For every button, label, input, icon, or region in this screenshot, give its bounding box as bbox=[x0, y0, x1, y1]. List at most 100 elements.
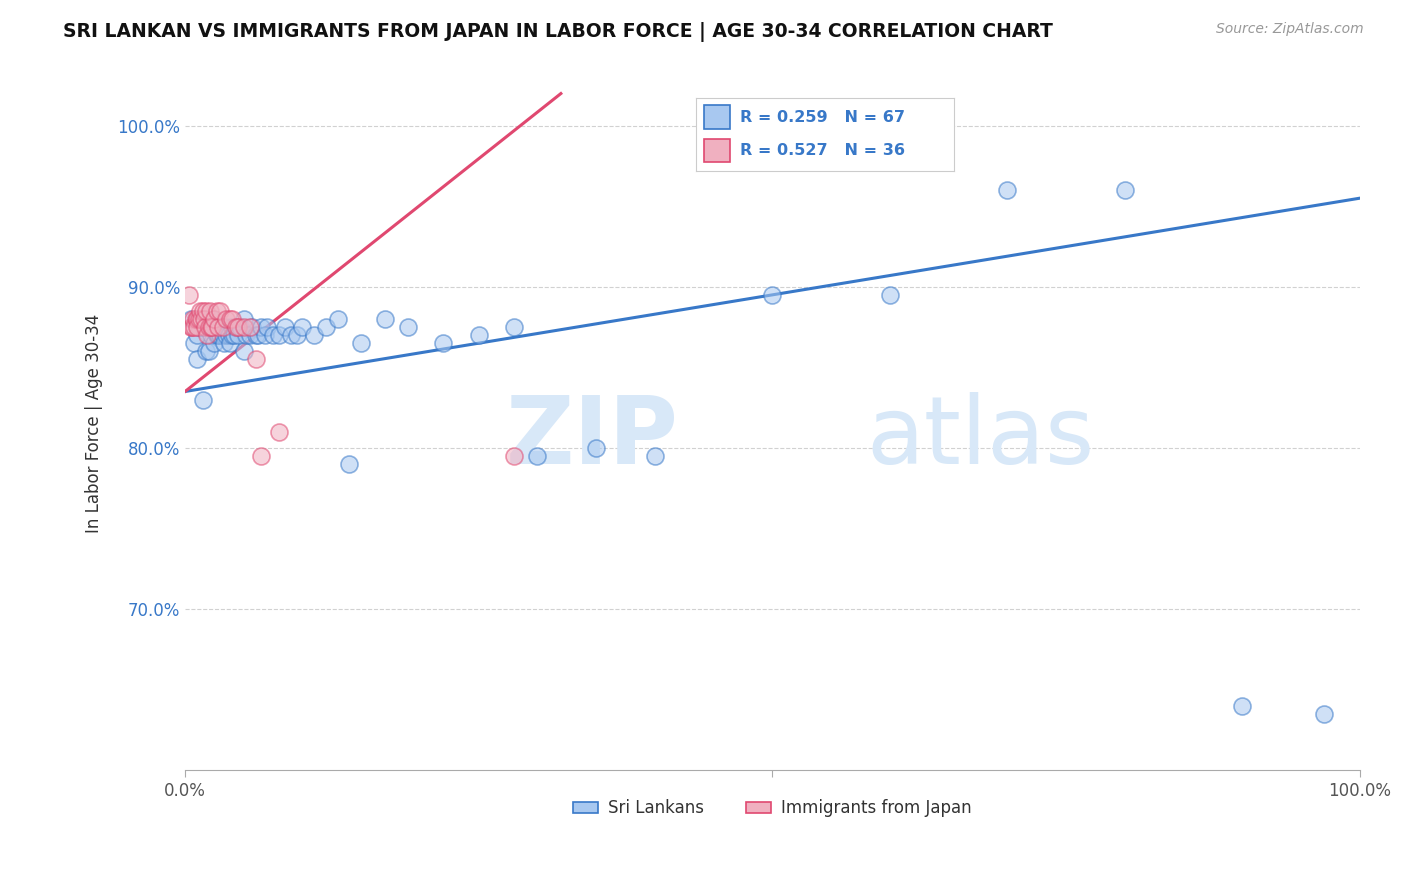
Point bbox=[188, 304, 211, 318]
Point bbox=[205, 304, 228, 318]
Point bbox=[226, 328, 249, 343]
Point bbox=[267, 425, 290, 439]
Point bbox=[232, 312, 254, 326]
Point bbox=[221, 312, 243, 326]
Point bbox=[184, 312, 207, 326]
Point bbox=[503, 320, 526, 334]
Point bbox=[186, 312, 208, 326]
Point bbox=[183, 336, 205, 351]
Point bbox=[195, 328, 218, 343]
Point bbox=[302, 328, 325, 343]
Point bbox=[246, 328, 269, 343]
Point bbox=[198, 304, 221, 318]
Point bbox=[201, 320, 224, 334]
Point bbox=[181, 320, 204, 334]
Point bbox=[209, 328, 232, 343]
Point bbox=[218, 312, 240, 326]
Text: ZIP: ZIP bbox=[505, 392, 678, 483]
Text: atlas: atlas bbox=[866, 392, 1094, 483]
Point bbox=[339, 457, 361, 471]
Point bbox=[188, 320, 211, 334]
Point bbox=[212, 336, 235, 351]
Point bbox=[200, 328, 222, 343]
Point bbox=[211, 320, 233, 334]
Point bbox=[225, 320, 247, 334]
Text: SRI LANKAN VS IMMIGRANTS FROM JAPAN IN LABOR FORCE | AGE 30-34 CORRELATION CHART: SRI LANKAN VS IMMIGRANTS FROM JAPAN IN L… bbox=[63, 22, 1053, 42]
Point bbox=[190, 312, 212, 326]
Point bbox=[215, 328, 238, 343]
Legend: Sri Lankans, Immigrants from Japan: Sri Lankans, Immigrants from Japan bbox=[567, 793, 979, 824]
Y-axis label: In Labor Force | Age 30-34: In Labor Force | Age 30-34 bbox=[86, 314, 103, 533]
Point bbox=[467, 328, 489, 343]
Point bbox=[644, 449, 666, 463]
Point bbox=[280, 328, 302, 343]
Point bbox=[193, 312, 215, 326]
Point bbox=[194, 320, 217, 334]
Point bbox=[181, 312, 204, 326]
Point bbox=[211, 328, 233, 343]
Point bbox=[215, 312, 238, 326]
Point bbox=[879, 288, 901, 302]
Point bbox=[218, 328, 240, 343]
Point bbox=[250, 449, 273, 463]
Point bbox=[503, 449, 526, 463]
Point bbox=[209, 320, 232, 334]
Point bbox=[226, 320, 249, 334]
Point bbox=[256, 320, 278, 334]
Point bbox=[995, 183, 1018, 197]
Point bbox=[180, 320, 202, 334]
Point bbox=[239, 320, 262, 334]
Point bbox=[245, 328, 267, 343]
Point bbox=[218, 336, 240, 351]
Point bbox=[195, 304, 218, 318]
Point bbox=[267, 328, 290, 343]
Point bbox=[177, 288, 200, 302]
Text: Source: ZipAtlas.com: Source: ZipAtlas.com bbox=[1216, 22, 1364, 37]
Point bbox=[191, 304, 214, 318]
Point bbox=[1230, 698, 1253, 713]
Point bbox=[315, 320, 337, 334]
Point bbox=[285, 328, 308, 343]
Point bbox=[374, 312, 396, 326]
Point bbox=[396, 320, 419, 334]
Point bbox=[180, 312, 202, 326]
Point bbox=[194, 312, 217, 326]
Point bbox=[240, 320, 263, 334]
Point bbox=[585, 441, 607, 455]
Point bbox=[221, 328, 243, 343]
Point bbox=[202, 320, 225, 334]
Point bbox=[183, 320, 205, 334]
Point bbox=[250, 320, 273, 334]
Point bbox=[202, 312, 225, 326]
Point bbox=[205, 328, 228, 343]
Point bbox=[1313, 706, 1336, 721]
Point bbox=[274, 320, 297, 334]
Point bbox=[326, 312, 349, 326]
Point bbox=[350, 336, 373, 351]
Point bbox=[215, 320, 238, 334]
Point bbox=[239, 328, 262, 343]
Point bbox=[262, 328, 284, 343]
Point bbox=[186, 352, 208, 367]
Point bbox=[186, 328, 208, 343]
Point bbox=[201, 312, 224, 326]
Point bbox=[432, 336, 454, 351]
Point bbox=[229, 320, 252, 334]
Point bbox=[188, 312, 211, 326]
Point bbox=[253, 328, 276, 343]
Point bbox=[204, 320, 226, 334]
Point bbox=[209, 304, 232, 318]
Point bbox=[245, 352, 267, 367]
Point bbox=[195, 344, 218, 359]
Point bbox=[526, 449, 548, 463]
Point bbox=[235, 328, 257, 343]
Point bbox=[186, 320, 208, 334]
Point bbox=[197, 320, 219, 334]
Point bbox=[197, 320, 219, 334]
Point bbox=[225, 320, 247, 334]
Point bbox=[761, 288, 783, 302]
Point bbox=[232, 344, 254, 359]
Point bbox=[221, 320, 243, 334]
Point bbox=[200, 320, 222, 334]
Point bbox=[232, 320, 254, 334]
